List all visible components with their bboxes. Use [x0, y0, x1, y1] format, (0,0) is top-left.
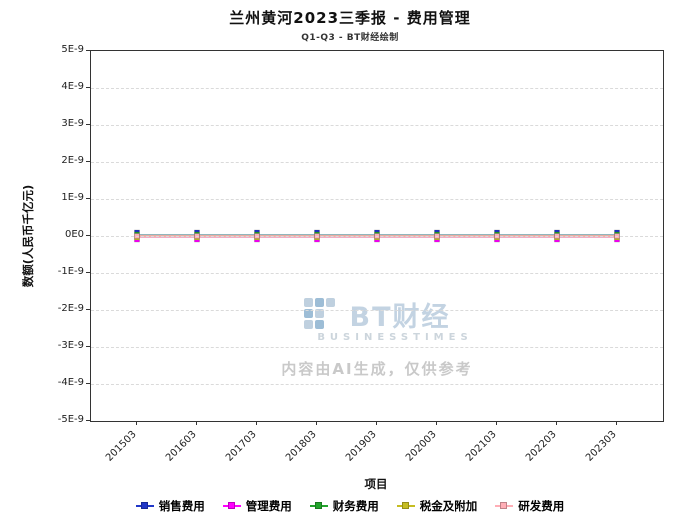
x-tick-mark [556, 421, 557, 425]
legend-marker [495, 502, 514, 509]
x-tick-mark [436, 421, 437, 425]
gridline [91, 273, 663, 274]
x-tick-mark [616, 421, 617, 425]
y-tick-mark [86, 383, 90, 384]
y-tick-label: 1E-9 [61, 192, 84, 203]
y-tick-mark [86, 50, 90, 51]
y-tick-label: -1E-9 [57, 266, 84, 277]
y-tick-label: -4E-9 [57, 377, 84, 388]
gridline [91, 88, 663, 89]
legend-square-icon [140, 502, 148, 509]
x-tick-mark [496, 421, 497, 425]
y-tick-label: 0E0 [64, 229, 84, 240]
y-tick-mark [86, 272, 90, 273]
legend-label: 管理费用 [245, 499, 292, 513]
legend-item: 研发费用 [495, 498, 564, 514]
legend: 销售费用 管理费用 财务费用 税金及附加 研发费用 [0, 498, 700, 514]
x-tick-mark [256, 421, 257, 425]
chart-subtitle: Q1-Q3 - BT财经绘制 [301, 33, 399, 43]
y-tick-label: 3E-9 [61, 118, 84, 129]
legend-label: 销售费用 [158, 499, 205, 513]
legend-marker [135, 502, 154, 509]
gridline [91, 347, 663, 348]
x-tick-mark [136, 421, 137, 425]
y-tick-mark [86, 124, 90, 125]
x-tick-mark [196, 421, 197, 425]
chart-title: 兰州黄河2023三季报 - 费用管理 [229, 9, 471, 27]
legend-label: 财务费用 [332, 499, 379, 513]
y-tick-label: 4E-9 [61, 81, 84, 92]
legend-square-icon [314, 502, 322, 509]
watermark-disclaimer: 内容由AI生成，仅供参考 [281, 360, 473, 378]
y-tick-mark [86, 309, 90, 310]
x-axis-label: 项目 [364, 477, 388, 491]
gridline [91, 125, 663, 126]
gridline [91, 236, 663, 237]
legend-item: 财务费用 [309, 498, 379, 514]
legend-item: 管理费用 [222, 498, 292, 514]
legend-square-icon [500, 502, 508, 509]
y-tick-label: 5E-9 [61, 44, 84, 55]
y-tick-label: -2E-9 [57, 303, 84, 314]
y-tick-mark [86, 87, 90, 88]
gridline [91, 199, 663, 200]
legend-label: 税金及附加 [419, 499, 478, 513]
y-tick-mark [86, 346, 90, 347]
plot-area: BT财经 BUSINESSTIMES 内容由AI生成，仅供参考 [90, 50, 664, 422]
legend-item: 销售费用 [135, 498, 205, 514]
legend-square-icon [227, 502, 235, 509]
gridline [91, 384, 663, 385]
y-tick-label: 2E-9 [61, 155, 84, 166]
x-tick-mark [376, 421, 377, 425]
y-tick-label: -5E-9 [57, 414, 84, 425]
y-tick-label: -3E-9 [57, 340, 84, 351]
legend-marker [222, 502, 241, 509]
legend-marker [309, 502, 328, 509]
legend-marker [396, 502, 415, 509]
watermark-brand-sub: BUSINESSTIMES [317, 332, 473, 343]
gridline [91, 162, 663, 163]
y-tick-mark [86, 235, 90, 236]
gridline [91, 310, 663, 311]
legend-label: 研发费用 [518, 499, 565, 513]
legend-square-icon [401, 502, 409, 509]
x-tick-mark [316, 421, 317, 425]
y-tick-mark [86, 161, 90, 162]
y-tick-mark [86, 198, 90, 199]
legend-item: 税金及附加 [396, 498, 478, 514]
y-tick-mark [86, 420, 90, 421]
